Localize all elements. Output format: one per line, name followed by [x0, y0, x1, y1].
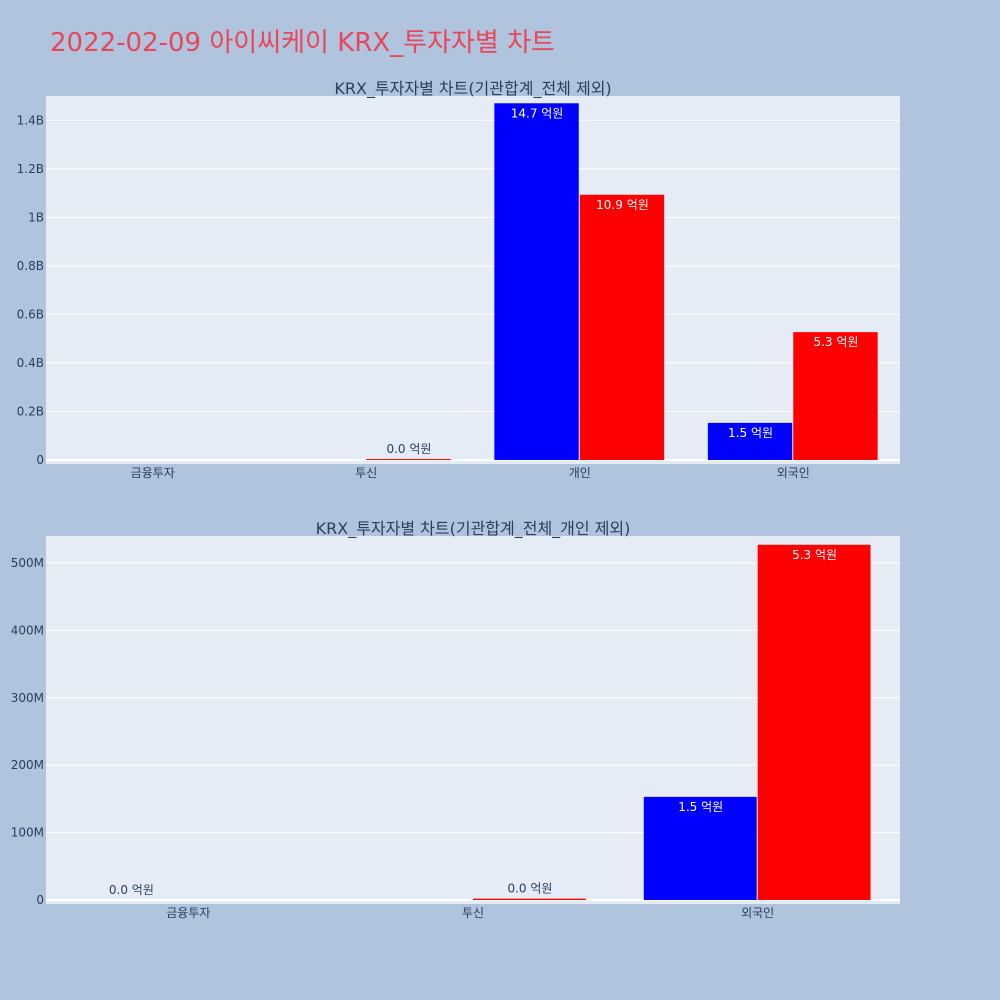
data-label: 0.0 억원 — [109, 883, 154, 897]
y-tick-label: 0.2B — [17, 404, 44, 418]
bar — [473, 898, 586, 900]
data-label: 0.0 억원 — [507, 882, 552, 896]
chart-title: KRX_투자자별 차트(기관합계_전체 제외) — [334, 79, 611, 99]
y-tick-label: 1.2B — [17, 162, 44, 176]
bar — [579, 194, 665, 461]
y-tick-label: 1B — [28, 210, 44, 224]
x-tick-label: 투신 — [462, 906, 484, 920]
y-tick-label: 1.4B — [17, 113, 44, 127]
bar — [366, 459, 451, 460]
chart-title: KRX_투자자별 차트(기관합계_전체_개인 제외) — [316, 519, 631, 539]
chart-2: 0 100M 200M 300M 400M 500M KRX_투자자별 차트(기관합계_전체… — [11, 519, 900, 920]
x-tick-label: 외국인 — [777, 466, 810, 480]
x-tick-label: 개인 — [569, 466, 591, 480]
y-tick-label: 100M — [11, 826, 44, 840]
y-tick-label: 400M — [11, 623, 44, 637]
x-tick-label: 금융투자 — [166, 906, 210, 920]
y-tick-label: 0 — [36, 453, 44, 467]
data-label: 1.5 억원 — [678, 800, 723, 814]
bar — [757, 544, 871, 900]
y-tick-label: 200M — [11, 758, 44, 772]
data-label: 5.3 억원 — [813, 335, 858, 349]
data-label: 5.3 억원 — [792, 548, 837, 562]
bar — [494, 103, 579, 460]
bar — [793, 332, 878, 460]
y-tick-label: 0 — [36, 893, 44, 907]
plot-background — [46, 96, 900, 464]
data-label: 0.0 억원 — [386, 442, 431, 456]
chart-1: 0 0.2B 0.4B 0.6B 0.8B 1B 1.2B 1.4B KRX_투자자별 차트(기… — [17, 79, 900, 480]
bar — [643, 796, 757, 900]
bar — [707, 422, 793, 460]
y-tick-label: 0.6B — [17, 307, 44, 321]
data-label: 10.9 억원 — [596, 198, 649, 212]
page-title: 2022-02-09 아이씨케이 KRX_투자자별 차트 — [50, 28, 555, 58]
x-tick-label: 투신 — [355, 466, 377, 480]
x-tick-label: 외국인 — [741, 906, 774, 920]
y-tick-label: 0.4B — [17, 356, 44, 370]
x-tick-label: 금융투자 — [131, 466, 175, 480]
y-tick-label: 300M — [11, 691, 44, 705]
y-tick-label: 0.8B — [17, 259, 44, 273]
y-tick-label: 500M — [11, 556, 44, 570]
data-label: 1.5 억원 — [728, 426, 773, 440]
data-label: 14.7 억원 — [511, 106, 564, 120]
